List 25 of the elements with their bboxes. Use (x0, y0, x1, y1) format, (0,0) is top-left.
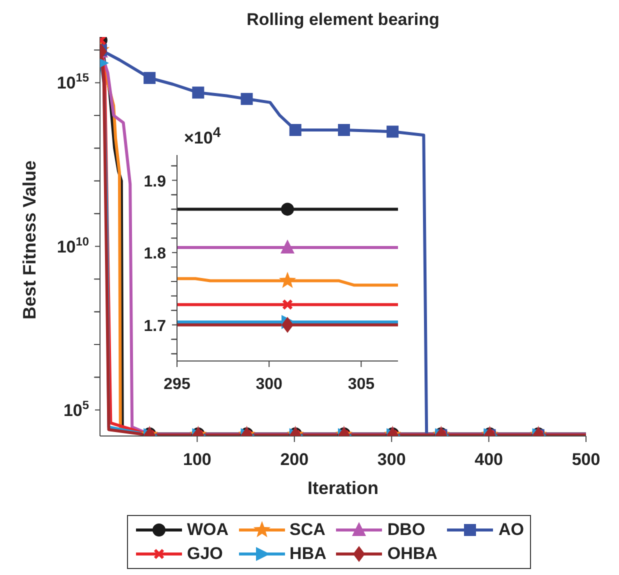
y-tick-label: 10$^{15}$ (56, 70, 90, 93)
legend-label: AO (498, 520, 524, 540)
y-tick-label: 1.8 (144, 246, 166, 263)
x-tick-label: 300 (256, 376, 283, 393)
annotation: ×10$^{4}$ (184, 125, 221, 149)
legend-label: OHBA (387, 544, 438, 564)
y-axis-title: Best Fitness Value (20, 160, 40, 320)
y-tick-label: 10$^{5}$ (63, 398, 90, 420)
x-tick-label: 400 (474, 450, 503, 469)
y-tick-label: 1.7 (144, 318, 166, 335)
y-tick-label: 1.9 (144, 173, 166, 190)
legend-label: HBA (290, 544, 326, 564)
x-axis-title: Iteration (306, 478, 380, 499)
legend-label: SCA (290, 520, 326, 540)
legend-label: GJO (187, 544, 223, 564)
x-tick-label: 295 (164, 376, 190, 393)
legend-label: WOA (187, 520, 229, 540)
x-tick-label: 200 (280, 450, 309, 469)
x-tick-label: 500 (572, 450, 600, 469)
chart-title: Rolling element bearing (246, 10, 440, 30)
y-tick-label: 10$^{10}$ (56, 234, 90, 256)
legend-label: DBO (387, 520, 426, 540)
x-tick-label: 300 (377, 450, 406, 469)
x-tick-label: 305 (348, 376, 375, 393)
x-tick-label: 100 (183, 450, 212, 469)
